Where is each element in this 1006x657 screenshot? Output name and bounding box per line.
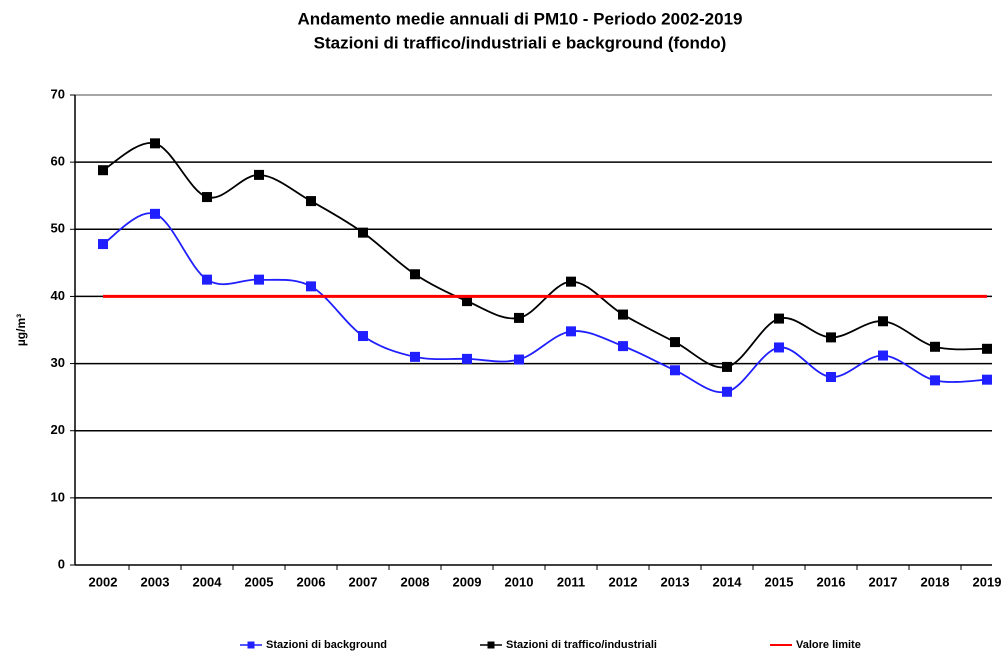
x-tick-label: 2010 — [505, 574, 534, 589]
point — [254, 169, 264, 180]
point — [306, 281, 316, 292]
point — [358, 331, 368, 342]
x-tick-label: 2007 — [349, 574, 378, 589]
x-tick-label: 2016 — [817, 574, 846, 589]
y-tick-label: 50 — [51, 221, 65, 236]
point — [774, 313, 784, 324]
y-tick-label: 0 — [58, 556, 65, 571]
point — [462, 296, 472, 307]
point — [566, 276, 576, 287]
point — [254, 274, 264, 285]
point — [514, 312, 524, 323]
legend-label: Valore limite — [796, 639, 861, 651]
point — [514, 354, 524, 365]
point — [930, 341, 940, 352]
x-tick-label: 2002 — [89, 574, 118, 589]
point — [98, 239, 108, 250]
y-tick-label: 20 — [51, 422, 65, 437]
point — [774, 342, 784, 353]
point — [618, 309, 628, 320]
point — [982, 374, 992, 385]
x-tick-label: 2013 — [661, 574, 690, 589]
point — [410, 269, 420, 280]
point — [670, 337, 680, 348]
chart-title: Andamento medie annuali di PM10 - Period… — [298, 9, 743, 28]
x-tick-label: 2015 — [765, 574, 794, 589]
legend-label: Stazioni di traffico/industriali — [506, 639, 657, 651]
point — [202, 192, 212, 203]
point — [306, 196, 316, 207]
y-axis-label: µg/m³ — [14, 314, 28, 346]
legend-marker — [487, 641, 495, 649]
point — [150, 208, 160, 219]
point — [826, 372, 836, 382]
point — [410, 351, 420, 362]
y-tick-label: 60 — [51, 154, 65, 169]
x-tick-label: 2009 — [453, 574, 482, 589]
x-tick-label: 2012 — [609, 574, 638, 589]
point — [462, 353, 472, 364]
point — [566, 326, 576, 337]
y-tick-label: 30 — [51, 355, 65, 370]
x-tick-label: 2005 — [245, 574, 274, 589]
point — [618, 341, 628, 352]
point — [826, 332, 836, 343]
point — [722, 386, 732, 397]
x-tick-label: 2008 — [401, 574, 430, 589]
point — [878, 316, 888, 327]
point — [98, 165, 108, 176]
x-tick-label: 2006 — [297, 574, 326, 589]
point — [670, 365, 680, 376]
x-tick-label: 2019 — [973, 574, 1002, 589]
point — [358, 227, 368, 238]
legend-label: Stazioni di background — [266, 639, 387, 651]
x-tick-label: 2014 — [713, 574, 743, 589]
point — [878, 350, 888, 361]
point — [150, 138, 160, 149]
point — [930, 375, 940, 386]
series-line — [102, 142, 988, 369]
x-tick-label: 2011 — [557, 574, 585, 589]
point — [982, 343, 992, 354]
y-tick-label: 40 — [51, 288, 65, 303]
x-tick-label: 2017 — [869, 574, 898, 589]
x-tick-label: 2004 — [193, 574, 223, 589]
y-tick-label: 70 — [51, 86, 65, 101]
point — [722, 361, 732, 372]
y-tick-label: 10 — [51, 489, 65, 504]
x-tick-label: 2003 — [141, 574, 170, 589]
series-line — [102, 212, 988, 394]
x-tick-label: 2018 — [921, 574, 950, 589]
legend-marker — [247, 641, 255, 649]
point — [202, 274, 212, 285]
chart-subtitle: Stazioni di traffico/industriali e backg… — [314, 33, 727, 52]
